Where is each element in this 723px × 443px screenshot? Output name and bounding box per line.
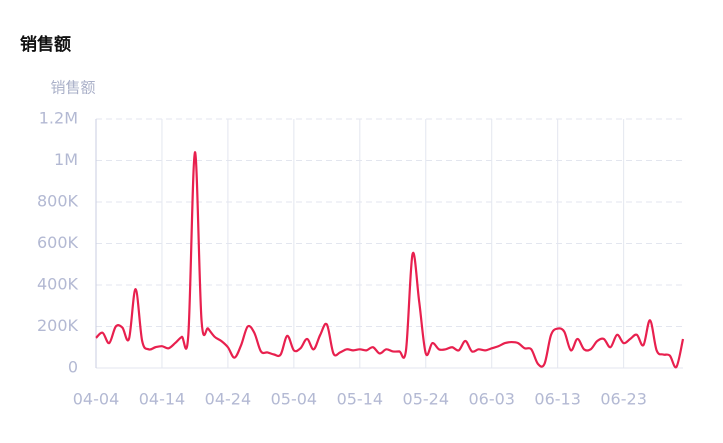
x-tick-label: 05-14 [337, 390, 384, 409]
line [95, 151, 685, 369]
x-tick-label: 04-24 [205, 390, 252, 409]
x-tick-label: 06-03 [468, 390, 515, 409]
y-tick-label: 1.2M [39, 109, 78, 128]
x-tick-label: 05-04 [271, 390, 318, 409]
y-tick-label: 200K [37, 316, 79, 335]
y-axis-label: 销售额 [50, 79, 95, 97]
x-tick-label: 06-13 [534, 390, 581, 409]
x-tick-label: 04-04 [73, 390, 120, 409]
x-tick-label: 04-14 [139, 390, 186, 409]
x-tick-label: 05-24 [403, 390, 450, 409]
y-tick-label: 800K [37, 192, 79, 211]
y-tick-label: 0 [68, 358, 78, 377]
y-tick-label: 600K [37, 233, 79, 252]
y-tick-label: 400K [37, 275, 79, 294]
chart-title: 销售额 [20, 34, 71, 55]
y-tick-label: 1M [54, 150, 78, 169]
x-tick-label: 06-23 [600, 390, 647, 409]
